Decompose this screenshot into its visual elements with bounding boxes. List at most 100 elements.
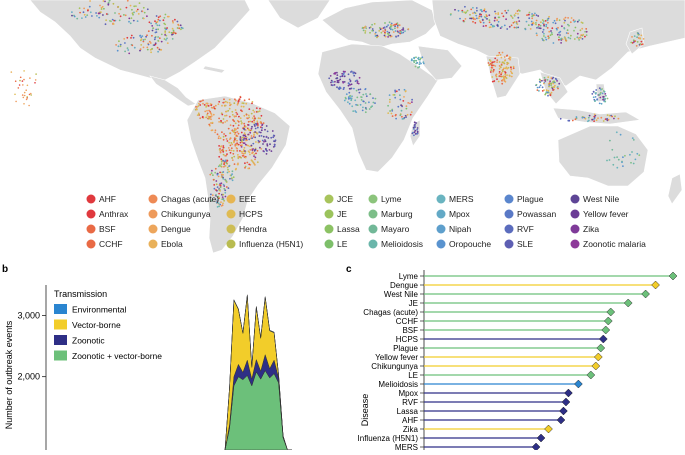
outbreak-point (120, 45, 122, 47)
outbreak-point (229, 102, 231, 104)
outbreak-point (552, 88, 554, 90)
outbreak-point (603, 120, 605, 122)
outbreak-point (506, 62, 508, 64)
outbreak-point (226, 162, 228, 164)
outbreak-point (542, 39, 544, 41)
outbreak-point (570, 35, 572, 37)
outbreak-point (83, 7, 85, 9)
outbreak-point (340, 76, 342, 78)
outbreak-point (251, 113, 253, 115)
outbreak-point (545, 20, 547, 22)
outbreak-point (392, 29, 394, 31)
outbreak-point (241, 102, 243, 104)
outbreak-point (384, 31, 386, 33)
outbreak-point (505, 72, 507, 74)
outbreak-point (243, 115, 245, 117)
outbreak-point (402, 29, 404, 31)
outbreak-point (402, 32, 404, 34)
outbreak-point (244, 99, 246, 101)
outbreak-point (489, 27, 491, 29)
outbreak-point (350, 99, 352, 101)
outbreak-point (345, 98, 347, 100)
outbreak-point (236, 150, 238, 152)
outbreak-point (545, 24, 547, 26)
outbreak-point (611, 116, 613, 118)
outbreak-point (582, 117, 584, 119)
outbreak-point (232, 179, 234, 181)
outbreak-point (228, 147, 230, 149)
outbreak-point (178, 27, 180, 29)
outbreak-point (362, 94, 364, 96)
outbreak-point (551, 92, 553, 94)
outbreak-point (391, 23, 393, 25)
outbreak-point (227, 140, 229, 142)
outbreak-point (248, 124, 250, 126)
outbreak-point (571, 17, 573, 19)
outbreak-point (127, 47, 129, 49)
outbreak-point (600, 117, 602, 119)
outbreak-point (258, 117, 260, 119)
c-y-tick-label: Influenza (H5N1) (358, 434, 419, 443)
outbreak-point (266, 143, 268, 145)
outbreak-point (270, 137, 272, 139)
outbreak-point (560, 118, 562, 120)
outbreak-point (106, 13, 108, 15)
outbreak-point (476, 10, 478, 12)
outbreak-point (596, 98, 598, 100)
disease-legend-swatch (87, 210, 96, 219)
outbreak-point (19, 84, 21, 86)
outbreak-point (113, 20, 115, 22)
outbreak-point (74, 16, 76, 18)
outbreak-point (404, 30, 406, 32)
outbreak-point (208, 124, 210, 126)
outbreak-point (353, 75, 355, 77)
outbreak-point (248, 108, 250, 110)
outbreak-point (620, 134, 622, 136)
outbreak-point (222, 145, 224, 147)
outbreak-point (120, 44, 122, 46)
c-lollipop-diamond (597, 344, 605, 352)
outbreak-point (152, 27, 154, 29)
outbreak-point (241, 110, 243, 112)
outbreak-point (222, 194, 224, 196)
outbreak-point (502, 52, 504, 54)
disease-legend-swatch (227, 240, 236, 249)
outbreak-point (86, 14, 88, 16)
outbreak-point (399, 114, 401, 116)
outbreak-point (245, 103, 247, 105)
outbreak-point (248, 164, 250, 166)
outbreak-point (499, 71, 501, 73)
c-y-tick-label: JE (409, 299, 418, 308)
outbreak-point (563, 22, 565, 24)
outbreak-point (346, 93, 348, 95)
outbreak-point (242, 137, 244, 139)
c-y-tick-label: AHF (402, 416, 418, 425)
outbreak-point (272, 136, 274, 138)
c-y-tick-label: West Nile (384, 290, 419, 299)
outbreak-point (551, 27, 553, 29)
outbreak-point (501, 64, 503, 66)
b-legend-swatch (54, 351, 67, 361)
outbreak-point (243, 139, 245, 141)
outbreak-point (354, 99, 356, 101)
outbreak-point (381, 32, 383, 34)
outbreak-point (558, 36, 560, 38)
outbreak-point (534, 13, 536, 15)
outbreak-point (595, 96, 597, 98)
disease-legend-label: MERS (449, 194, 474, 204)
outbreak-point (126, 37, 128, 39)
outbreak-point (83, 11, 85, 13)
outbreak-point (211, 115, 213, 117)
outbreak-point (246, 162, 248, 164)
outbreak-point (29, 77, 31, 79)
outbreak-point (547, 79, 549, 81)
outbreak-point (358, 83, 360, 85)
outbreak-point (328, 77, 330, 79)
outbreak-point (369, 32, 371, 34)
outbreak-point (228, 165, 230, 167)
outbreak-point (633, 163, 635, 165)
outbreak-point (349, 84, 351, 86)
outbreak-point (556, 18, 558, 20)
